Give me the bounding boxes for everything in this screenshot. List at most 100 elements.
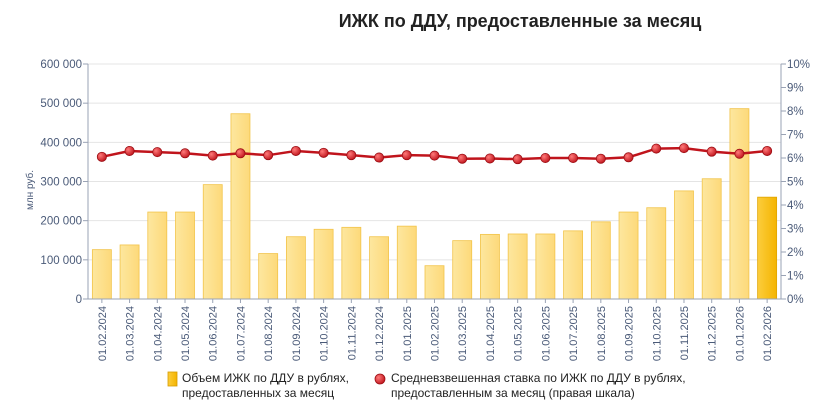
line-point <box>734 148 745 159</box>
line-point <box>540 152 551 163</box>
bar <box>618 211 639 300</box>
line-point <box>512 154 523 165</box>
x-tick-label: 01.03.2025 <box>457 306 469 361</box>
x-tick-label: 01.12.2025 <box>707 306 719 361</box>
y2-tick-label: 1% <box>787 271 804 283</box>
line-point <box>374 152 385 163</box>
line-point <box>706 146 717 157</box>
bar <box>674 190 694 300</box>
line-point <box>401 150 412 161</box>
bar <box>563 230 583 300</box>
y2-tick-label: 10% <box>787 59 810 71</box>
y2-tick-label: 2% <box>787 247 804 259</box>
y-tick-label: 200 000 <box>40 216 82 228</box>
line-point <box>235 148 246 159</box>
x-tick-label: 01.01.2026 <box>734 306 746 361</box>
bar <box>119 244 140 300</box>
y2-tick-label: 3% <box>787 224 804 236</box>
x-tick-label: 01.11.2024 <box>346 306 358 360</box>
bar <box>147 211 168 300</box>
y2-tick-label: 9% <box>787 83 804 95</box>
line-point <box>595 153 606 164</box>
y2-tick-label: 5% <box>787 177 804 189</box>
bar <box>285 236 306 300</box>
legend-bar-label: Объем ИЖК по ДДУ в рублях, <box>182 371 349 385</box>
x-tick-label: 01.03.2024 <box>125 306 137 361</box>
line-point <box>568 152 579 163</box>
x-tick-label: 01.10.2024 <box>319 306 331 361</box>
chart-title: ИЖК по ДДУ, предоставленные за месяц <box>339 11 702 31</box>
x-tick-label: 01.04.2024 <box>152 306 164 361</box>
line-point <box>96 151 107 162</box>
line-point <box>623 152 634 163</box>
y2-tick-label: 8% <box>787 106 804 118</box>
x-tick-label: 01.06.2024 <box>208 306 220 361</box>
line-point <box>678 143 689 154</box>
line-point <box>290 145 301 156</box>
y-tick-label: 0 <box>76 294 82 306</box>
bar <box>535 233 556 300</box>
legend-line-label: предоставленным за месяц (правая шкала) <box>391 386 635 400</box>
bar <box>258 253 279 300</box>
x-tick-label: 01.02.2024 <box>97 306 109 361</box>
line-point <box>207 150 218 161</box>
y-tick-label: 500 000 <box>40 98 82 110</box>
x-tick-label: 01.11.2025 <box>679 306 691 360</box>
x-tick-label: 01.07.2025 <box>568 306 580 361</box>
y2-tick-label: 6% <box>787 153 804 165</box>
bar <box>175 211 195 300</box>
x-tick-label: 01.08.2024 <box>263 306 275 361</box>
x-tick-label: 01.09.2024 <box>291 306 303 361</box>
line-point <box>346 150 357 161</box>
line-point <box>180 148 191 159</box>
line-point <box>318 147 329 158</box>
y-tick-label: 600 000 <box>40 59 82 71</box>
x-tick-label: 01.09.2025 <box>624 306 636 361</box>
bar <box>507 233 528 300</box>
y-tick-label: 400 000 <box>40 137 82 149</box>
legend-line-label: Средневзвешенная ставка по ИЖК по ДДУ в … <box>391 371 686 385</box>
line-point <box>263 150 274 161</box>
line-point <box>457 153 468 164</box>
bar <box>590 221 611 300</box>
legend: Объем ИЖК по ДДУ в рублях,предоставленны… <box>167 371 686 400</box>
bar-series <box>91 108 778 300</box>
bar <box>313 228 334 300</box>
line-series <box>96 143 773 165</box>
bar <box>424 265 445 300</box>
legend-bar-swatch <box>167 371 178 387</box>
bar <box>452 240 473 300</box>
bar <box>701 178 722 300</box>
line-point <box>484 153 495 164</box>
line-point <box>651 143 662 154</box>
bar <box>396 225 417 300</box>
bar <box>369 236 389 300</box>
x-tick-label: 01.10.2025 <box>651 306 663 361</box>
line-point <box>152 147 163 158</box>
x-tick-label: 01.05.2024 <box>180 306 192 361</box>
legend-line-swatch <box>374 373 386 385</box>
x-tick-label: 01.08.2025 <box>596 306 608 361</box>
y2-tick-label: 4% <box>787 200 804 212</box>
axes: 0 100 000 200 000 300 000 400 000 500 000 600 … <box>40 59 810 361</box>
x-tick-label: 01.07.2024 <box>235 306 247 361</box>
line-point <box>429 150 440 161</box>
line-point <box>124 145 135 156</box>
bar <box>91 249 112 300</box>
bar <box>341 226 362 300</box>
y2-tick-label: 0% <box>787 294 804 306</box>
bar <box>757 196 778 300</box>
x-tick-label: 01.05.2025 <box>513 306 525 361</box>
x-tick-label: 01.12.2024 <box>374 306 386 361</box>
x-tick-label: 01.02.2025 <box>430 306 442 361</box>
bar <box>729 108 750 300</box>
bar <box>646 207 667 300</box>
bar <box>480 233 500 300</box>
y-tick-label: 100 000 <box>40 255 82 267</box>
legend-bar-label: предоставленных за месяц <box>182 386 334 400</box>
x-tick-label: 01.01.2025 <box>402 306 414 361</box>
x-tick-label: 01.02.2026 <box>762 306 774 361</box>
bar <box>202 184 223 300</box>
y-tick-label: 300 000 <box>40 177 82 189</box>
